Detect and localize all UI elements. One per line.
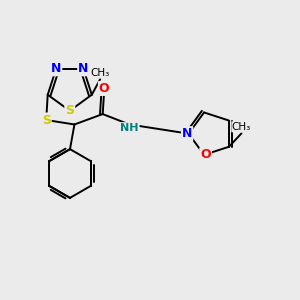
Text: S: S [42,113,51,127]
Text: S: S [65,104,74,117]
Text: O: O [99,82,110,95]
Text: N: N [182,127,192,140]
Text: NH: NH [120,123,139,133]
Text: N: N [78,62,88,75]
Text: O: O [200,148,211,161]
Text: CH₃: CH₃ [232,122,251,132]
Text: N: N [51,62,61,75]
Text: CH₃: CH₃ [91,68,110,78]
